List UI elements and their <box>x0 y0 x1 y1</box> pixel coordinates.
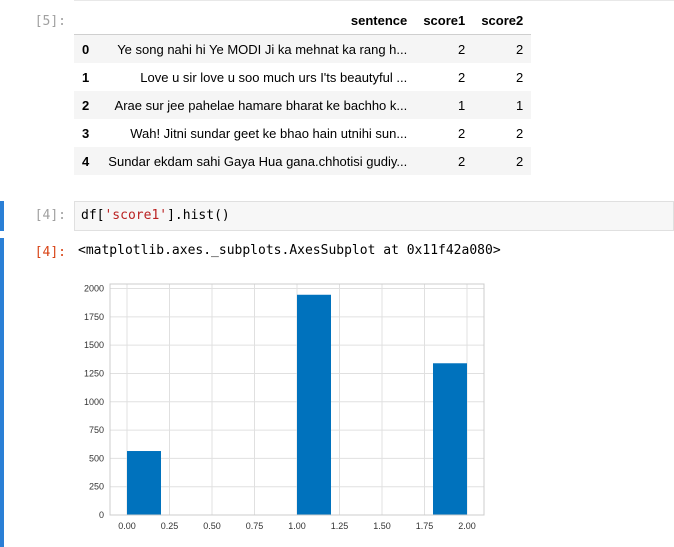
table-row: 4 Sundar ekdam sahi Gaya Hua gana.chhoti… <box>74 147 532 175</box>
x-tick-label: 1.00 <box>288 521 306 531</box>
x-tick-label: 0.00 <box>118 521 136 531</box>
code-token-call: ].hist() <box>167 208 230 223</box>
sentence-cell: Arae sur jee pahelae hamare bharat ke ba… <box>114 97 408 113</box>
column-header-sentence: sentence <box>97 6 416 35</box>
sentence-cell: Ye song nahi hi Ye MODI Ji ka mehnat ka … <box>117 41 408 57</box>
y-tick-label: 750 <box>89 425 104 435</box>
score1-cell: 1 <box>458 97 466 113</box>
y-tick-label: 1500 <box>84 340 104 350</box>
x-tick-label: 1.50 <box>373 521 391 531</box>
code-token-var: df[ <box>81 208 105 223</box>
y-tick-label: 2000 <box>84 284 104 294</box>
table-header-row: sentence score1 score2 <box>74 6 532 35</box>
y-tick-label: 1000 <box>84 397 104 407</box>
table-row: 3 Wah! Jitni sundar geet ke bhao hain ut… <box>74 119 531 147</box>
y-tick-label: 1750 <box>84 312 104 322</box>
x-tick-label: 2.00 <box>458 521 476 531</box>
x-tick-labels: 0.00 0.25 0.50 0.75 1.00 1.25 1.50 1.75 2.00 <box>118 521 476 531</box>
plot-frame <box>109 283 485 516</box>
x-tick-label: 1.75 <box>416 521 434 531</box>
x-tick-label: 0.75 <box>246 521 264 531</box>
code-editor[interactable]: df['score1'].hist() <box>74 201 674 231</box>
score1-cell: 2 <box>458 125 466 141</box>
column-header-score2: score2 <box>473 6 532 35</box>
score2-cell: 2 <box>516 125 524 141</box>
score1-cell: 2 <box>458 41 466 57</box>
x-tick-label: 0.50 <box>203 521 221 531</box>
output-collapse-bar[interactable] <box>0 238 4 547</box>
chart-bars <box>127 294 467 515</box>
x-tick-label: 1.25 <box>331 521 349 531</box>
table-row: 2 Arae sur jee pahelae hamare bharat ke … <box>74 91 532 119</box>
row-index: 2 <box>82 97 90 113</box>
score2-cell: 1 <box>516 97 524 113</box>
score1-cell: 2 <box>458 69 466 85</box>
histogram-bar <box>297 294 331 515</box>
histogram-chart: 0.00 0.25 0.50 0.75 1.00 1.25 1.50 1.75 2.00 0 25… <box>84 283 485 531</box>
x-tick-label: 0.25 <box>161 521 179 531</box>
cell-5-prompt: [5]: <box>34 14 66 29</box>
row-index: 0 <box>82 41 90 57</box>
sentence-cell: Love u sir love u soo much urs I'ts beau… <box>140 69 408 85</box>
score2-cell: 2 <box>516 41 524 57</box>
histogram-bar <box>433 363 467 515</box>
y-tick-label: 0 <box>99 510 104 520</box>
table-row: 0 Ye song nahi hi Ye MODI Ji ka mehnat k… <box>74 34 532 63</box>
score2-cell: 2 <box>516 69 524 85</box>
row-index: 4 <box>82 153 90 169</box>
dataframe-table: sentence score1 score2 0 Ye song nahi hi… <box>74 6 532 175</box>
cell-4-input-prompt: [4]: <box>34 208 66 223</box>
code-token-string: 'score1' <box>104 208 168 223</box>
table-row: 1 Love u sir love u soo much urs I'ts be… <box>74 63 531 91</box>
y-tick-label: 500 <box>89 453 104 463</box>
histogram-bar <box>127 451 161 515</box>
sentence-cell: Sundar ekdam sahi Gaya Hua gana.chhotisi… <box>108 153 408 169</box>
row-index: 3 <box>82 125 90 141</box>
index-header <box>74 6 98 35</box>
column-header-score1: score1 <box>415 6 474 35</box>
row-index: 1 <box>82 69 90 85</box>
y-tick-label: 1250 <box>84 368 104 378</box>
y-tick-label: 250 <box>89 482 104 492</box>
score2-cell: 2 <box>516 153 524 169</box>
cell-4-output-prompt: [4]: <box>34 245 66 260</box>
selected-cell-indicator <box>0 201 4 231</box>
cell-separator <box>74 0 674 1</box>
score1-cell: 2 <box>458 153 466 169</box>
y-tick-labels: 0 250 500 750 1000 1250 1500 1750 2000 <box>84 284 104 520</box>
sentence-cell: Wah! Jitni sundar geet ke bhao hain utni… <box>130 125 408 141</box>
output-text: <matplotlib.axes._subplots.AxesSubplot a… <box>78 243 501 258</box>
